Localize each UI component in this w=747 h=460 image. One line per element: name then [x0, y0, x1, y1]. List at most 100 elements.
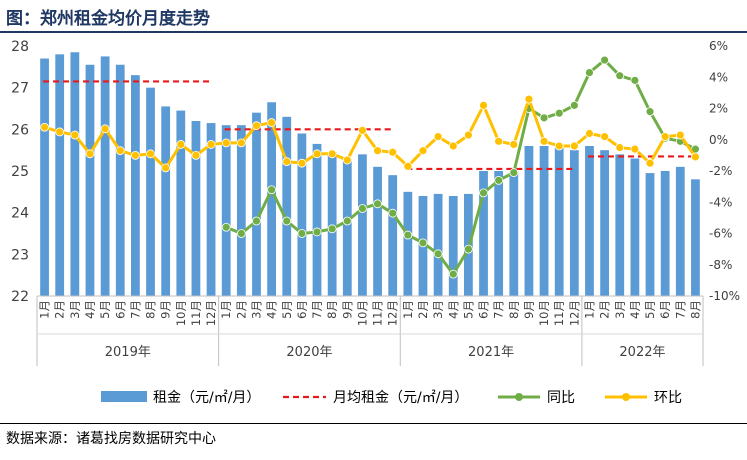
rent-bar — [206, 123, 216, 296]
rent-bar — [569, 150, 579, 296]
source-divider — [0, 423, 747, 424]
yoy-point — [403, 230, 413, 240]
x-tick-label: 2月 — [234, 300, 248, 319]
rent-bar — [660, 171, 670, 296]
mom-point — [373, 146, 382, 156]
x-tick-label: 7月 — [310, 300, 324, 319]
x-tick-label: 10月 — [537, 300, 551, 326]
x-tick-label: 3月 — [68, 300, 82, 319]
right-axis: -10% -8% -6% -4% -2% 0% 2% 4% 6% — [709, 39, 740, 303]
rent-bar — [191, 121, 201, 296]
mom-point — [297, 158, 307, 168]
x-tick-label: 7月 — [673, 300, 687, 319]
legend-label-avg: 月均租金（元/㎡/月） — [333, 390, 468, 406]
y-left-tick-label: 28 — [11, 39, 29, 55]
mom-point — [554, 141, 564, 151]
yoy-point — [494, 175, 504, 185]
rent-bar — [70, 52, 80, 296]
mom-point — [312, 149, 322, 159]
rent-bar — [373, 166, 382, 296]
mom-point — [524, 94, 534, 104]
rent-bar — [645, 173, 655, 296]
yoy-point — [463, 244, 473, 254]
rent-bar — [267, 102, 277, 296]
x-tick-label: 1月 — [38, 300, 52, 319]
left-axis: 22 23 24 25 26 27 28 — [11, 39, 29, 305]
rent-bar — [115, 64, 125, 296]
yoy-point — [479, 188, 488, 198]
mom-point — [176, 140, 186, 149]
yoy-point — [569, 100, 579, 110]
mom-point — [55, 127, 65, 137]
rent-bar — [342, 158, 352, 296]
x-tick-label: 1月 — [219, 300, 233, 319]
x-tick-label: 6月 — [295, 300, 309, 319]
mom-point — [206, 140, 216, 149]
yoy-point — [312, 227, 322, 237]
yoy-point — [267, 185, 277, 195]
y-right-tick-label: 0% — [709, 133, 728, 147]
yoy-point — [358, 204, 367, 213]
x-tick-label: 11月 — [189, 300, 203, 326]
x-tick-label: 4月 — [446, 300, 460, 319]
yoy-series — [221, 55, 700, 279]
mom-point — [660, 132, 670, 142]
legend-label-mom: 环比 — [654, 390, 682, 406]
rent-bar — [100, 56, 110, 297]
legend-swatch-rent — [101, 391, 147, 402]
y-left-tick-label: 24 — [11, 206, 29, 222]
x-tick-label: 5月 — [280, 300, 294, 319]
mom-point — [645, 158, 655, 168]
mom-point — [191, 150, 201, 160]
y-left-tick-label: 26 — [11, 122, 29, 138]
legend-label-yoy: 同比 — [547, 390, 575, 406]
x-tick-label: 1月 — [401, 300, 415, 319]
rent-bar — [448, 196, 458, 296]
x-tick-label: 12月 — [204, 300, 218, 326]
x-tick-label: 2月 — [416, 300, 430, 319]
yoy-point — [297, 229, 307, 238]
mom-point — [115, 146, 125, 156]
x-tick-label: 4月 — [628, 300, 642, 319]
rent-bar — [494, 171, 504, 296]
rent-bar — [509, 171, 519, 296]
yoy-point — [342, 216, 352, 226]
yoy-point — [600, 55, 610, 65]
y-right-tick-label: 4% — [709, 70, 728, 84]
y-right-tick-label: -10% — [709, 289, 740, 303]
x-tick-label: 3月 — [249, 300, 263, 319]
year-label: 2021年 — [468, 345, 514, 360]
yoy-line — [225, 58, 697, 276]
x-tick-label: 12月 — [567, 300, 581, 326]
mom-point — [146, 149, 155, 159]
y-left-tick-label: 27 — [11, 81, 29, 97]
yoy-point — [539, 113, 549, 123]
rent-bar — [252, 112, 261, 297]
yoy-point — [554, 108, 564, 118]
y-right-tick-label: -6% — [709, 227, 732, 241]
mom-point — [85, 149, 95, 159]
yoy-point — [373, 199, 382, 209]
y-right-tick-label: 2% — [709, 102, 728, 116]
mom-point — [675, 130, 685, 140]
rent-bar — [282, 116, 292, 296]
mom-point — [40, 122, 49, 132]
x-tick-label: 5月 — [643, 300, 657, 319]
mom-point — [463, 130, 473, 140]
x-tick-label: 5月 — [98, 300, 112, 319]
yoy-point — [388, 208, 398, 218]
x-tick-label: 2月 — [53, 300, 67, 319]
mom-point — [569, 141, 579, 151]
mom-point — [130, 150, 140, 160]
yoy-point — [630, 75, 640, 85]
yoy-point — [509, 168, 519, 177]
yoy-point — [433, 249, 443, 259]
rent-bar — [312, 143, 322, 296]
rent-bar — [388, 175, 398, 296]
x-tick-label: 6月 — [477, 300, 491, 319]
mom-point — [342, 155, 352, 165]
x-tick-label: 1月 — [582, 300, 596, 319]
rent-bar — [146, 87, 155, 296]
mom-point — [403, 161, 413, 171]
source-note: 数据来源：诸葛找房数据研究中心 — [6, 431, 216, 447]
